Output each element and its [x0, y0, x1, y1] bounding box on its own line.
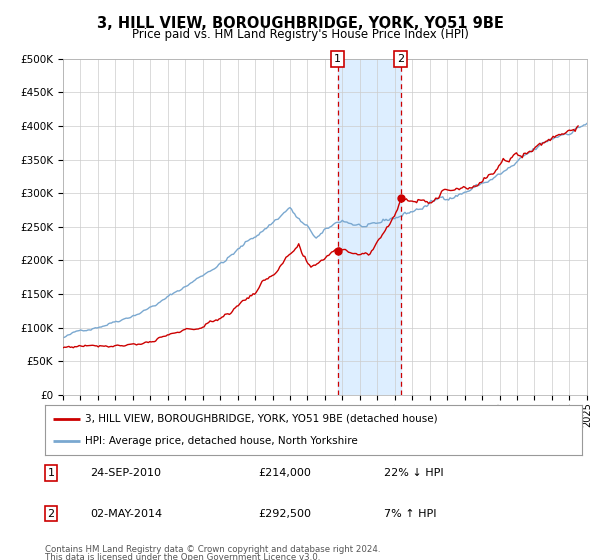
Text: 02-MAY-2014: 02-MAY-2014: [90, 508, 162, 519]
Text: This data is licensed under the Open Government Licence v3.0.: This data is licensed under the Open Gov…: [45, 553, 320, 560]
Text: 1: 1: [334, 54, 341, 64]
Text: 3, HILL VIEW, BOROUGHBRIDGE, YORK, YO51 9BE: 3, HILL VIEW, BOROUGHBRIDGE, YORK, YO51 …: [97, 16, 503, 31]
Text: 24-SEP-2010: 24-SEP-2010: [90, 468, 161, 478]
Text: 2: 2: [47, 508, 55, 519]
Text: 2: 2: [397, 54, 404, 64]
Text: £292,500: £292,500: [258, 508, 311, 519]
Bar: [338, 59, 401, 395]
Text: 3, HILL VIEW, BOROUGHBRIDGE, YORK, YO51 9BE (detached house): 3, HILL VIEW, BOROUGHBRIDGE, YORK, YO51 …: [85, 414, 438, 424]
Text: HPI: Average price, detached house, North Yorkshire: HPI: Average price, detached house, Nort…: [85, 436, 358, 446]
Text: £214,000: £214,000: [258, 468, 311, 478]
Text: 22% ↓ HPI: 22% ↓ HPI: [384, 468, 443, 478]
Text: 7% ↑ HPI: 7% ↑ HPI: [384, 508, 437, 519]
Text: Price paid vs. HM Land Registry's House Price Index (HPI): Price paid vs. HM Land Registry's House …: [131, 28, 469, 41]
Text: 1: 1: [47, 468, 55, 478]
Text: Contains HM Land Registry data © Crown copyright and database right 2024.: Contains HM Land Registry data © Crown c…: [45, 545, 380, 554]
